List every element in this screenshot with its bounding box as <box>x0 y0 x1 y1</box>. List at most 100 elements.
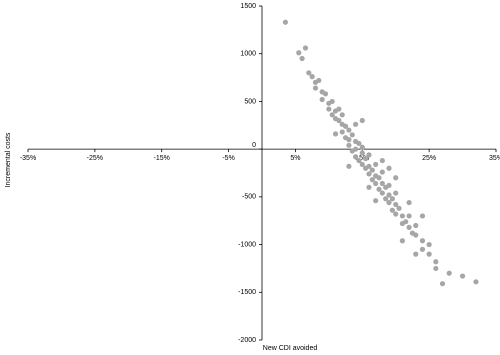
point <box>379 169 385 175</box>
point <box>339 129 345 135</box>
point <box>406 213 412 219</box>
point <box>346 142 352 148</box>
point <box>359 150 365 156</box>
point <box>413 222 419 229</box>
point <box>403 219 409 225</box>
x-tick-label: 15% <box>355 155 369 162</box>
point <box>342 123 349 129</box>
point <box>332 131 339 137</box>
point <box>389 207 395 213</box>
point <box>386 165 392 171</box>
y-tick-label: -500 <box>242 194 256 201</box>
point <box>336 106 342 112</box>
point <box>366 184 372 190</box>
point <box>353 146 359 152</box>
point <box>373 198 379 204</box>
point <box>396 205 402 211</box>
point <box>346 127 352 133</box>
point <box>346 137 352 143</box>
point <box>406 199 412 206</box>
y-tick-label: -2000 <box>238 337 256 344</box>
y-tick-label: -1000 <box>238 241 256 248</box>
point <box>366 152 372 158</box>
point <box>322 91 329 97</box>
point <box>356 140 362 147</box>
point <box>446 270 452 276</box>
point <box>346 163 352 169</box>
x-tick-label: 5% <box>290 155 300 162</box>
point <box>399 213 405 219</box>
point <box>356 157 362 164</box>
point <box>312 85 319 91</box>
point <box>426 251 432 257</box>
point <box>386 182 392 189</box>
point <box>309 74 315 80</box>
point <box>433 265 439 272</box>
x-tick-label: 35% <box>489 155 500 162</box>
y-tick-label: 1500 <box>240 3 256 10</box>
point <box>353 121 359 127</box>
y-tick-label: 500 <box>244 98 256 105</box>
x-tick-label: -5% <box>222 155 234 162</box>
point <box>363 156 369 162</box>
point <box>369 167 375 173</box>
point <box>393 175 399 181</box>
x-axis-label: New CDI avoided <box>263 345 318 352</box>
x-tick-label: -25% <box>87 155 103 162</box>
y-axis-label: Incremental costs <box>5 132 12 187</box>
point <box>406 224 412 230</box>
point <box>329 98 335 105</box>
point <box>366 163 372 169</box>
point <box>413 251 419 257</box>
point <box>349 132 355 138</box>
point <box>353 154 359 160</box>
point <box>393 211 399 217</box>
point <box>329 112 335 118</box>
point <box>419 213 426 219</box>
point <box>296 50 302 56</box>
point <box>282 19 288 25</box>
point <box>359 117 365 124</box>
point <box>306 70 312 76</box>
point <box>393 201 399 208</box>
point <box>369 177 375 183</box>
point <box>389 196 395 202</box>
point <box>386 199 392 206</box>
point <box>413 232 419 238</box>
x-tick-label: -15% <box>154 155 170 162</box>
point <box>459 273 466 279</box>
point <box>359 144 365 150</box>
point <box>339 112 345 118</box>
y-tick-label: 0 <box>252 142 256 149</box>
point <box>419 238 426 244</box>
point <box>379 190 385 196</box>
point <box>299 55 305 62</box>
point <box>419 246 426 252</box>
point <box>366 171 372 177</box>
x-tick-label: 25% <box>422 155 436 162</box>
point <box>393 190 399 196</box>
point <box>376 186 382 192</box>
point <box>336 117 342 124</box>
point <box>433 259 439 265</box>
point <box>399 238 405 244</box>
x-tick-label: -35% <box>20 155 36 162</box>
point <box>359 161 365 168</box>
point <box>426 241 432 248</box>
point <box>386 192 392 198</box>
point <box>379 180 385 187</box>
point <box>373 161 379 168</box>
point <box>379 157 385 164</box>
point <box>373 180 379 187</box>
point <box>473 279 479 285</box>
point <box>439 281 446 287</box>
point <box>316 77 322 84</box>
y-tick-label: -1500 <box>238 289 256 296</box>
point <box>383 196 389 202</box>
y-tick-label: 1000 <box>240 51 256 58</box>
point <box>302 45 309 51</box>
point <box>319 96 325 103</box>
point <box>326 106 332 112</box>
point <box>376 175 382 181</box>
